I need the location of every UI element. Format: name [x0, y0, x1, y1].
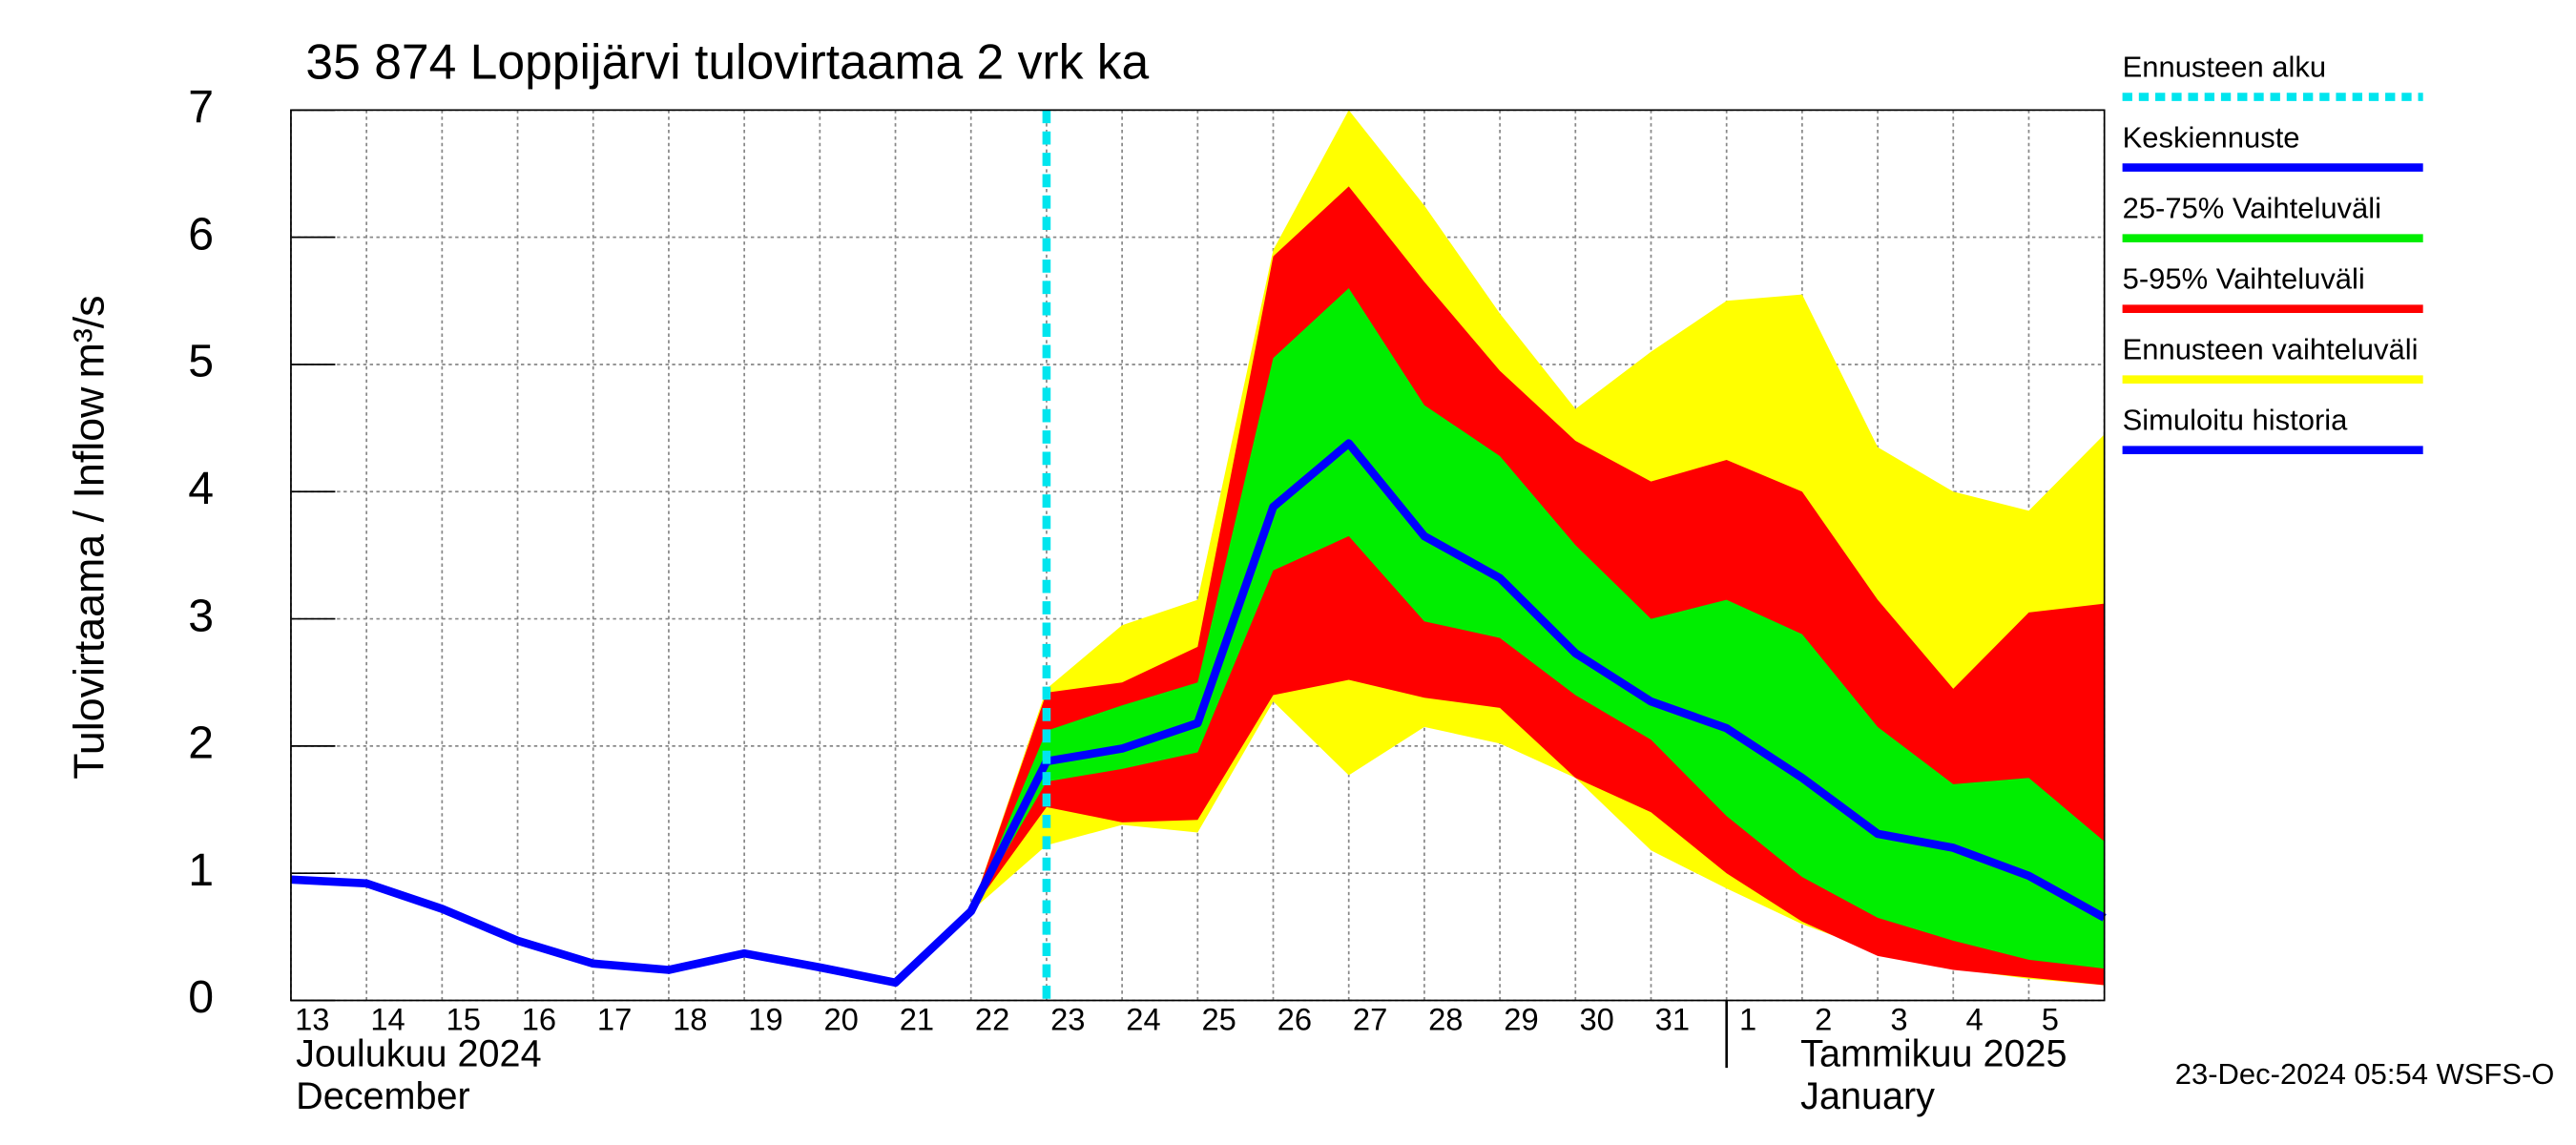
- x-tick-label: 16: [522, 1002, 556, 1037]
- band: [970, 287, 2105, 969]
- x-tick-label: 25: [1201, 1002, 1236, 1037]
- x-tick-label: 30: [1579, 1002, 1613, 1037]
- x-tick-label: 28: [1428, 1002, 1463, 1037]
- y-tick-label: 7: [188, 81, 214, 133]
- month-label: December: [296, 1075, 470, 1117]
- x-tick-label: 21: [900, 1002, 934, 1037]
- legend-label: 5-95% Vaihteluväli: [2123, 262, 2365, 296]
- chart-title: 35 874 Loppijärvi tulovirtaama 2 vrk ka: [305, 34, 1149, 90]
- x-tick-label: 17: [597, 1002, 632, 1037]
- x-tick-label: 15: [447, 1002, 481, 1037]
- y-tick-label: 2: [188, 718, 214, 769]
- line: [1046, 439, 2107, 922]
- legend-label: Keskiennuste: [2123, 121, 2300, 155]
- legend-label: Ennusteen vaihteluväli: [2123, 333, 2419, 366]
- y-tick-label: 5: [188, 336, 214, 387]
- y-axis-label: Tulovirtaama / Inflow: [65, 386, 113, 780]
- x-tick-label: 23: [1050, 1002, 1085, 1037]
- line: [290, 759, 1050, 988]
- month-label: Joulukuu 2024: [296, 1032, 541, 1074]
- x-tick-label: 29: [1504, 1002, 1538, 1037]
- x-tick-label: 19: [748, 1002, 782, 1037]
- plot-frame: [290, 109, 2106, 1002]
- x-tick-label: 13: [295, 1002, 329, 1037]
- x-tick-label: 3: [1890, 1002, 1907, 1037]
- y-tick-label: 0: [188, 971, 214, 1023]
- month-label: Tammikuu 2025: [1800, 1032, 2067, 1074]
- y-tick-label: 4: [188, 463, 214, 514]
- x-tick-label: 27: [1353, 1002, 1387, 1037]
- x-tick-label: 14: [370, 1002, 405, 1037]
- y-tick-label: 1: [188, 844, 214, 896]
- y-tick-label: 3: [188, 590, 214, 641]
- y-axis-unit: m³/s: [65, 295, 113, 378]
- x-tick-label: 24: [1126, 1002, 1160, 1037]
- legend-label: Ennusteen alku: [2123, 50, 2327, 83]
- y-tick-label: 6: [188, 208, 214, 260]
- month-label: January: [1800, 1075, 1935, 1117]
- x-tick-label: 5: [2042, 1002, 2059, 1037]
- x-tick-label: 1: [1739, 1002, 1756, 1037]
- x-tick-label: 31: [1655, 1002, 1690, 1037]
- x-tick-label: 4: [1966, 1002, 1984, 1037]
- x-tick-label: 20: [824, 1002, 859, 1037]
- legend-label: 25-75% Vaihteluväli: [2123, 192, 2381, 225]
- x-tick-label: 22: [975, 1002, 1009, 1037]
- legend-label: Simuloitu historia: [2123, 404, 2349, 437]
- x-tick-label: 2: [1815, 1002, 1832, 1037]
- x-tick-label: 18: [673, 1002, 707, 1037]
- footer: 23-Dec-2024 05:54 WSFS-O: [2175, 1057, 2555, 1091]
- x-tick-label: 26: [1278, 1002, 1312, 1037]
